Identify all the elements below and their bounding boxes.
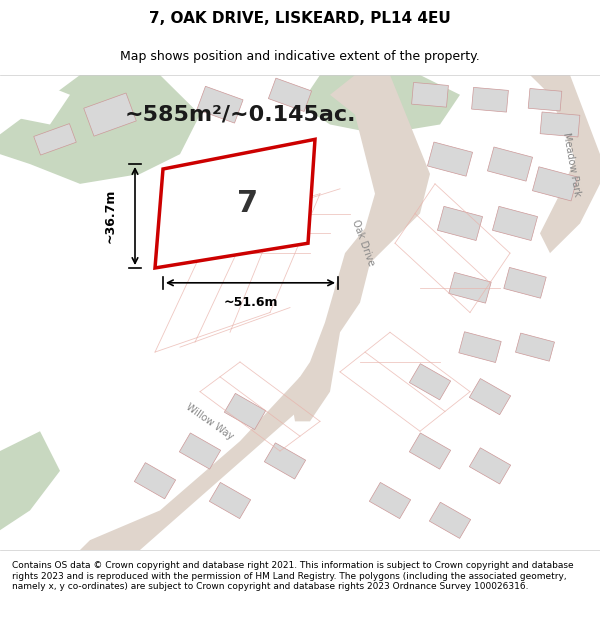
Bar (209, 482, 251, 519)
Text: 7, OAK DRIVE, LISKEARD, PL14 4EU: 7, OAK DRIVE, LISKEARD, PL14 4EU (149, 11, 451, 26)
Bar (532, 167, 578, 201)
Bar (430, 503, 470, 538)
Text: Willow Way: Willow Way (184, 401, 236, 441)
Bar (469, 448, 511, 484)
Bar (268, 78, 311, 111)
Polygon shape (0, 431, 60, 550)
Polygon shape (0, 75, 200, 184)
Bar (84, 93, 136, 136)
Bar (515, 333, 554, 361)
Bar (412, 82, 448, 107)
Polygon shape (155, 139, 315, 268)
Bar (437, 206, 482, 241)
Bar (265, 443, 305, 479)
Bar (409, 364, 451, 400)
Bar (427, 142, 473, 176)
Bar (409, 433, 451, 469)
Bar (459, 332, 501, 362)
Polygon shape (290, 75, 430, 421)
Bar (472, 88, 508, 112)
Polygon shape (530, 75, 600, 253)
Bar (504, 268, 546, 298)
Text: ~51.6m: ~51.6m (223, 296, 278, 309)
Polygon shape (300, 75, 460, 134)
Text: Meadow Park: Meadow Park (562, 131, 583, 197)
Bar (224, 393, 266, 429)
Bar (469, 379, 511, 415)
Text: Contains OS data © Crown copyright and database right 2021. This information is : Contains OS data © Crown copyright and d… (12, 561, 574, 591)
Bar (34, 124, 76, 155)
Text: 7: 7 (238, 189, 259, 218)
Bar (449, 272, 491, 303)
Polygon shape (80, 377, 320, 550)
Bar (179, 433, 221, 469)
Text: Map shows position and indicative extent of the property.: Map shows position and indicative extent… (120, 50, 480, 62)
Bar (134, 462, 176, 499)
Bar (528, 89, 562, 111)
Bar (487, 147, 533, 181)
Text: ~585m²/~0.145ac.: ~585m²/~0.145ac. (124, 104, 356, 124)
Bar (197, 86, 243, 123)
Bar (493, 206, 538, 241)
Polygon shape (0, 75, 70, 124)
Text: ~36.7m: ~36.7m (104, 189, 116, 243)
Bar (540, 112, 580, 137)
Text: Oak Drive: Oak Drive (350, 219, 376, 268)
Bar (370, 482, 410, 519)
